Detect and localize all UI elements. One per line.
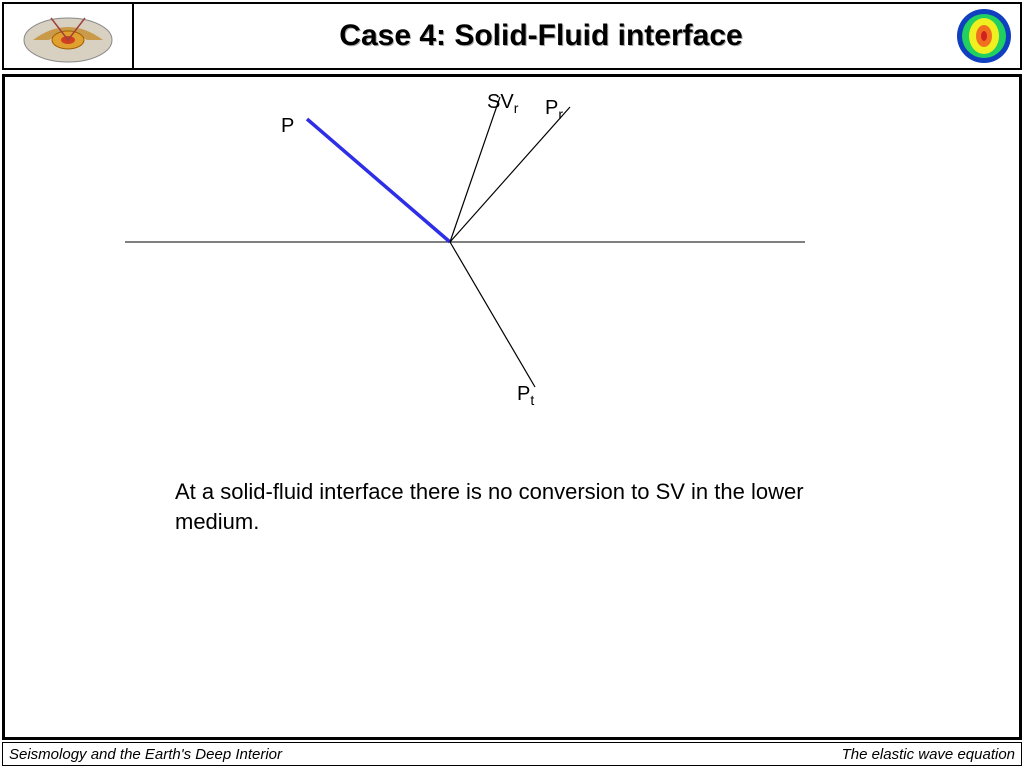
slide-header: Case 4: Solid-Fluid interface [2, 2, 1022, 70]
pr-ray [450, 107, 570, 242]
label-pt-sub: t [530, 392, 534, 408]
caption-text: At a solid-fluid interface there is no c… [175, 477, 825, 536]
label-pt: Pt [517, 383, 534, 408]
label-pr-sub: r [558, 106, 563, 122]
wavefield-icon [948, 4, 1020, 68]
label-pt-main: P [517, 383, 530, 405]
earth-cutaway-icon [4, 4, 134, 68]
label-svr: SVr [487, 91, 518, 116]
pt-ray [450, 242, 535, 387]
slide-title: Case 4: Solid-Fluid interface [134, 4, 948, 68]
footer-right: The elastic wave equation [842, 746, 1015, 763]
ray-diagram [5, 77, 1019, 737]
label-pr-main: P [545, 97, 558, 119]
footer-left: Seismology and the Earth's Deep Interior [9, 746, 282, 763]
incident-ray [307, 119, 450, 242]
label-pr: Pr [545, 97, 563, 122]
label-svr-main: SV [487, 91, 514, 113]
slide-body: P SVr Pr Pt At a solid-fluid interface t… [2, 74, 1022, 740]
svr-ray [450, 97, 500, 242]
label-incident: P [281, 115, 294, 138]
slide-footer: Seismology and the Earth's Deep Interior… [2, 742, 1022, 766]
label-svr-sub: r [514, 100, 519, 116]
